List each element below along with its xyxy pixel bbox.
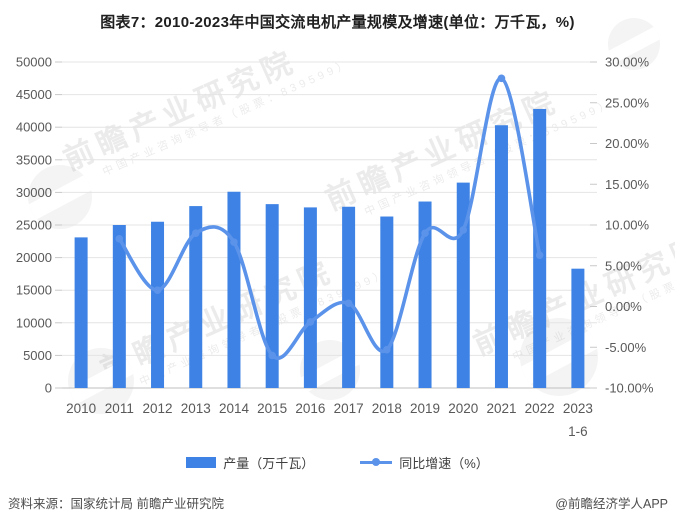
- growth-marker-2011: [115, 235, 124, 243]
- x-axis-label: 2013: [181, 401, 211, 416]
- left-axis-label: 10000: [16, 315, 52, 330]
- x-axis-label: 2017: [334, 401, 364, 416]
- left-axis-label: 35000: [16, 152, 52, 167]
- bar-2023: [571, 268, 585, 388]
- bar-2015: [265, 204, 279, 388]
- bar-2017: [342, 206, 356, 388]
- legend-item-production: 产量（万千瓦）: [186, 453, 314, 472]
- bar-2016: [303, 207, 317, 388]
- bar-2014: [227, 191, 241, 388]
- right-axis-label: -5.00%: [605, 340, 647, 355]
- x-axis-sublabel: 1-6: [568, 424, 588, 439]
- right-axis-label: 10.00%: [605, 218, 650, 233]
- source-note: 资料来源：国家统计局 前瞻产业研究院: [8, 497, 224, 511]
- x-axis-label: 2015: [257, 401, 287, 416]
- bar-2011: [112, 225, 126, 388]
- x-axis-label: 2022: [525, 401, 555, 416]
- x-axis-label: 2021: [486, 401, 516, 416]
- left-axis-label: 30000: [16, 185, 52, 200]
- chart-title: 图表7：2010-2023年中国交流电机产量规模及增速(单位：万千瓦，%): [100, 14, 575, 31]
- bar-2018: [380, 216, 394, 388]
- growth-marker-2016: [306, 318, 315, 326]
- left-axis-label: 20000: [16, 250, 52, 265]
- bar-2021: [494, 125, 508, 388]
- legend-label-growth: 同比增速（%）: [399, 455, 489, 471]
- left-axis-label: 50000: [16, 55, 52, 70]
- right-axis-label: 15.00%: [605, 177, 650, 192]
- right-axis-label: -10.00%: [605, 381, 654, 396]
- growth-marker-2020: [459, 226, 468, 234]
- legend: 产量（万千瓦） 同比增速（%）: [0, 452, 675, 472]
- bar-2019: [418, 201, 432, 388]
- x-axis-label: 2011: [105, 401, 134, 416]
- x-axis-label: 2018: [372, 401, 402, 416]
- growth-marker-2021: [497, 74, 506, 83]
- x-axis-label: 2023: [563, 401, 593, 416]
- right-axis-label: 5.00%: [605, 258, 642, 273]
- x-axis-label: 2014: [219, 401, 250, 416]
- growth-marker-2013: [191, 229, 200, 237]
- growth-marker-2014: [230, 238, 238, 246]
- growth-marker-2012: [153, 286, 162, 295]
- bar-2012: [151, 221, 165, 388]
- line-swatch-icon: [360, 458, 393, 467]
- left-axis-label: 5000: [23, 348, 52, 363]
- x-axis-label: 2010: [66, 401, 96, 416]
- left-axis-label: 45000: [16, 87, 52, 102]
- growth-marker-2017: [344, 299, 353, 308]
- right-axis-label: 30.00%: [605, 55, 650, 70]
- right-axis-label: 25.00%: [605, 95, 650, 110]
- growth-marker-2022: [535, 251, 544, 259]
- bar-swatch-icon: [186, 456, 217, 468]
- credit-note: @前瞻经济学人APP: [555, 497, 668, 511]
- x-axis-label: 2019: [410, 401, 440, 416]
- growth-marker-2019: [421, 229, 429, 237]
- growth-marker-2015: [268, 351, 276, 360]
- bar-2010: [74, 237, 88, 388]
- right-axis-label: 0.00%: [605, 299, 642, 314]
- x-axis-label: 2016: [295, 401, 325, 416]
- left-axis-label: 15000: [16, 283, 52, 298]
- left-axis-label: 40000: [16, 120, 52, 135]
- left-axis-label: 25000: [16, 218, 52, 233]
- left-axis-label: 0: [45, 381, 52, 396]
- legend-item-growth: 同比增速（%）: [360, 453, 489, 472]
- x-axis-label: 2020: [448, 401, 478, 416]
- legend-label-production: 产量（万千瓦）: [223, 455, 315, 471]
- plot-area: 0 5000 10000 15000 20000 25000 30000 35000 40000…: [16, 55, 654, 440]
- growth-line: [117, 76, 542, 360]
- x-axis-label: 2012: [143, 401, 173, 416]
- bar-2013: [189, 206, 203, 388]
- right-axis-label: 20.00%: [605, 136, 650, 151]
- footer: 资料来源：国家统计局 前瞻产业研究院 @前瞻经济学人APP: [0, 493, 675, 512]
- growth-marker-2018: [383, 345, 391, 354]
